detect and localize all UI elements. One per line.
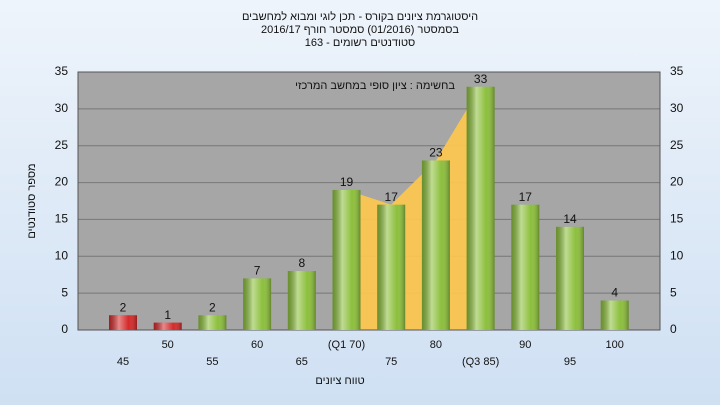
- plot-border: [77, 71, 661, 331]
- y2-tick-label: 20: [670, 175, 684, 189]
- y-tick-label: 5: [61, 285, 68, 299]
- y-tick-label: 15: [55, 212, 69, 226]
- x-tick-label: 65: [296, 356, 308, 368]
- bar-shine: [511, 204, 540, 330]
- y-tick-label: 25: [55, 138, 69, 152]
- y-tick-label: 20: [55, 175, 69, 189]
- bar-shine: [287, 271, 316, 330]
- x-tick-label: 75: [385, 356, 397, 368]
- data-label: 4: [611, 286, 618, 300]
- y2-tick-label: 10: [670, 248, 684, 262]
- annotation: בחשימה : ציון סופי במחשב המרכזי: [295, 80, 455, 92]
- x-tick-label: 95: [564, 356, 576, 368]
- x-tick-label: 60: [251, 339, 263, 351]
- data-label: 17: [519, 190, 533, 204]
- x-tick-label: 80: [430, 339, 442, 351]
- y2-tick-label: 35: [670, 64, 684, 78]
- data-label: 7: [254, 264, 261, 278]
- x-tick-label: 45: [117, 356, 129, 368]
- bar-shine: [243, 278, 272, 330]
- bar-shine: [466, 86, 495, 330]
- data-label: 1: [164, 308, 171, 322]
- x-tick-label: 100: [606, 339, 624, 351]
- data-label: 33: [474, 72, 488, 86]
- x-tick-label: 50: [162, 339, 174, 351]
- y2-tick-label: 30: [670, 101, 684, 115]
- data-label: 19: [340, 175, 354, 189]
- bar-shine: [109, 315, 137, 330]
- chart-subtitle: בסמסטר (01/2016) סמסטר חורף 2016/17: [261, 24, 459, 36]
- bar-shine: [421, 160, 450, 330]
- bar-shine: [153, 322, 182, 330]
- chart-title: היסטוגרמת ציונים בקורס - תכן לוגי ומבוא …: [242, 10, 478, 23]
- bar-shine: [332, 189, 361, 330]
- y-tick-label: 35: [55, 64, 69, 78]
- data-label: 2: [209, 300, 216, 314]
- data-label: 2: [120, 300, 127, 314]
- y2-tick-label: 25: [670, 138, 684, 152]
- y2-tick-label: 0: [670, 322, 677, 336]
- data-label: 14: [563, 212, 577, 226]
- chart-subtitle: סטודנטים רשומים - 163: [305, 37, 416, 49]
- y-axis-label: מספר סטודנטים: [26, 163, 38, 238]
- x-tick-label: (Q3 85): [462, 356, 499, 368]
- bar-shine: [198, 315, 227, 330]
- x-tick-label: (Q1 70): [328, 339, 365, 351]
- x-axis-label: טווח ציונים: [315, 375, 364, 387]
- x-tick-label: 90: [519, 339, 531, 351]
- data-label: 17: [385, 190, 399, 204]
- y-tick-label: 0: [61, 322, 68, 336]
- x-tick-label: 55: [206, 356, 218, 368]
- y-tick-label: 10: [55, 248, 69, 262]
- y2-tick-label: 15: [670, 212, 684, 226]
- bar-shine: [377, 204, 406, 330]
- data-label: 23: [429, 146, 443, 160]
- bar-shine: [556, 226, 584, 330]
- data-label: 8: [298, 256, 305, 270]
- bar-shine: [600, 300, 629, 330]
- y-tick-label: 30: [55, 101, 69, 115]
- y2-tick-label: 5: [670, 285, 677, 299]
